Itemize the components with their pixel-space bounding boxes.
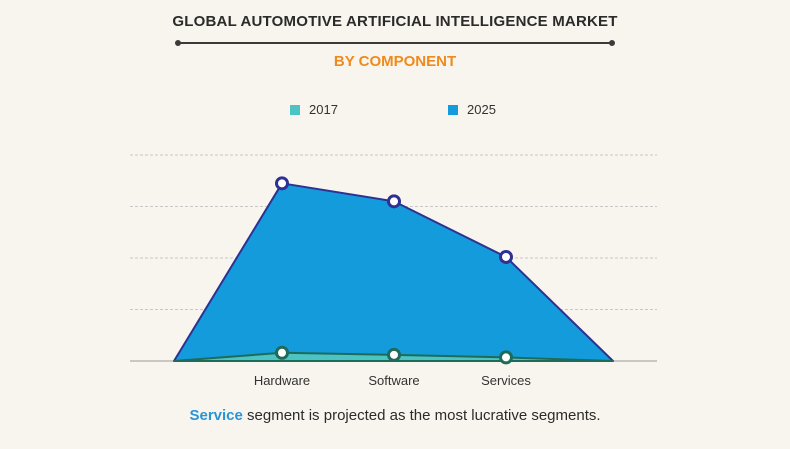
legend-item-2017: 2017 <box>290 102 338 117</box>
data-point-inner-2025 <box>502 252 510 261</box>
data-point-inner-2025 <box>390 197 398 206</box>
x-tick-label: Hardware <box>254 373 310 388</box>
chart-title: GLOBAL AUTOMOTIVE ARTIFICIAL INTELLIGENC… <box>172 13 618 30</box>
chart-footnote: Service segment is projected as the most… <box>0 407 790 424</box>
data-point-inner-2025 <box>278 179 286 188</box>
x-tick-label: Services <box>481 373 531 388</box>
legend-item-2025: 2025 <box>448 102 496 117</box>
legend-swatch-2017 <box>290 104 300 115</box>
footnote-highlight: Service <box>189 407 243 424</box>
data-point-inner-2017 <box>502 353 510 362</box>
area-series-2025 <box>173 182 614 362</box>
data-point-inner-2017 <box>390 350 398 359</box>
legend-swatch-2025 <box>448 104 458 115</box>
data-point-inner-2017 <box>278 348 286 357</box>
chart-subtitle: BY COMPONENT <box>333 53 457 70</box>
title-divider <box>175 40 615 46</box>
legend-label-2025: 2025 <box>467 102 496 117</box>
legend-label-2017: 2017 <box>309 102 338 117</box>
footnote-text: segment is projected as the most lucrati… <box>242 407 601 424</box>
x-tick-label: Software <box>368 373 419 388</box>
